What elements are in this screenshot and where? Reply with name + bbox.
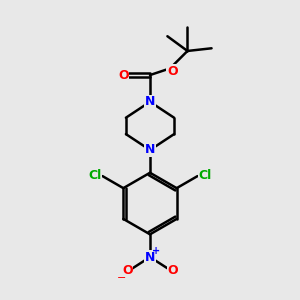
Text: Cl: Cl [88,169,102,182]
Text: N: N [145,250,155,264]
Text: +: + [152,246,160,256]
Text: O: O [122,264,133,277]
Text: N: N [145,95,155,108]
Text: N: N [145,143,155,157]
Text: O: O [167,264,178,277]
Text: −: − [116,273,126,283]
Text: O: O [118,69,128,82]
Text: O: O [167,64,178,77]
Text: Cl: Cl [198,169,212,182]
